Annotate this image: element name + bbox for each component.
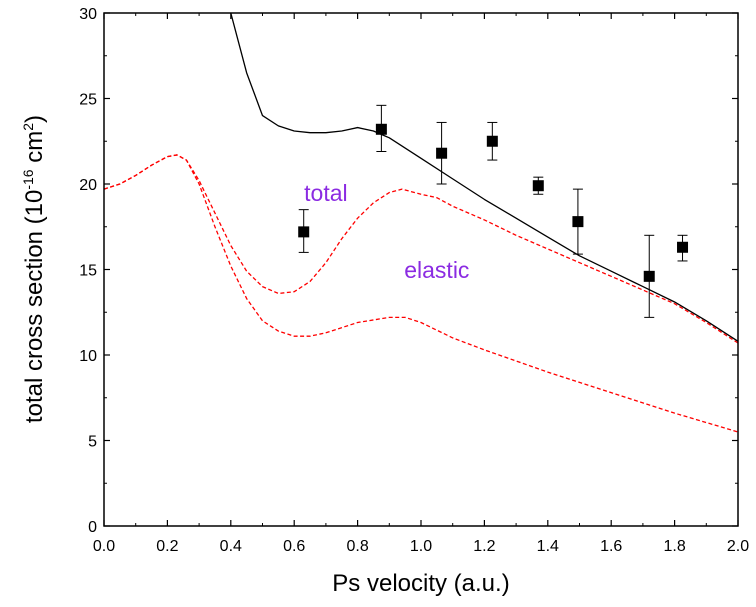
y-axis-title-exp1: -16 [20, 169, 36, 189]
square-marker [532, 180, 544, 192]
y-tick-label: 25 [79, 92, 97, 109]
data-point [486, 121, 498, 161]
y-axis: 0 5 10 15 20 25 30 [79, 6, 738, 536]
y-tick-label: 30 [79, 6, 97, 23]
y-axis-title-prefix: total cross section (10 [21, 190, 48, 423]
data-point [572, 188, 584, 255]
y-tick-label: 15 [79, 263, 97, 280]
dashed-curve-2 [104, 154, 738, 433]
x-tick-label: 2.0 [727, 538, 749, 555]
annotation-elastic: elastic [404, 257, 469, 283]
x-tick-label: 1.2 [473, 538, 495, 555]
x-tick-label: 1.8 [663, 538, 685, 555]
x-tick-label: 0.8 [346, 538, 368, 555]
square-marker [486, 135, 498, 147]
data-point [532, 176, 544, 195]
square-marker [677, 241, 689, 253]
x-tick-label: 0.4 [220, 538, 242, 555]
annotations-layer: total elastic [304, 180, 469, 283]
square-marker [572, 216, 584, 228]
x-tick-label: 1.0 [410, 538, 432, 555]
y-axis-title-exp2: 2 [20, 123, 36, 131]
data-point [643, 234, 655, 318]
y-tick-label: 0 [88, 519, 97, 536]
square-marker [436, 147, 448, 159]
data-point [436, 121, 448, 185]
square-marker [643, 270, 655, 282]
y-axis-title: total cross section (10-16 cm2) [20, 115, 48, 423]
x-tick-label: 0.6 [283, 538, 305, 555]
x-axis-title: Ps velocity (a.u.) [332, 570, 509, 597]
data-point [375, 104, 387, 153]
square-marker [298, 226, 310, 238]
data-markers-layer [298, 104, 689, 318]
y-axis-title-mid: cm [21, 131, 48, 170]
y-tick-label: 10 [79, 348, 97, 365]
x-tick-label: 1.6 [600, 538, 622, 555]
y-axis-title-suffix: ) [21, 115, 48, 123]
annotation-total: total [304, 180, 347, 206]
x-tick-label: 0.0 [93, 538, 115, 555]
solid-curve [230, 13, 738, 342]
data-point [298, 209, 310, 253]
x-tick-label: 0.2 [156, 538, 178, 555]
y-tick-label: 20 [79, 177, 97, 194]
x-tick-label: 1.4 [537, 538, 559, 555]
square-marker [375, 123, 387, 135]
y-tick-label: 5 [88, 434, 97, 451]
data-point [677, 234, 689, 262]
x-axis: 0.0 0.2 0.4 0.6 0.8 1.0 1.2 1.4 1.6 1.8 2.0 [93, 13, 749, 555]
curves-layer [104, 13, 738, 433]
